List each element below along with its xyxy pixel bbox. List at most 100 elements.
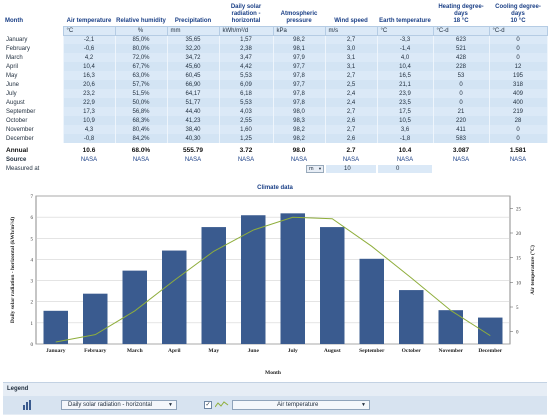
table-cell[interactable]: 34,72 [167,53,220,62]
table-cell[interactable]: 219 [489,107,548,116]
table-cell[interactable]: 53 [433,71,490,80]
table-cell[interactable]: 1,25 [219,134,274,143]
table-cell[interactable]: 3,47 [219,53,274,62]
table-cell[interactable]: 10,4 [377,62,434,71]
table-cell[interactable]: 3,1 [325,62,378,71]
table-cell[interactable]: 2,7 [325,107,378,116]
table-cell[interactable]: 98,2 [273,134,326,143]
table-cell[interactable]: 44,40 [167,107,220,116]
table-cell[interactable]: 67,7% [115,62,168,71]
table-cell[interactable]: 28 [489,116,548,125]
table-cell[interactable]: 97,7 [273,62,326,71]
table-cell[interactable]: 16,3 [63,71,116,80]
right-axis-series-checkbox[interactable]: ✓ [204,401,212,409]
table-cell[interactable]: 97,7 [273,80,326,89]
table-cell[interactable]: 4,3 [63,125,116,134]
table-cell[interactable]: 0 [489,53,548,62]
table-cell[interactable]: 6,18 [219,89,274,98]
table-cell[interactable]: 2,5 [325,80,378,89]
table-cell[interactable]: 2,38 [219,44,274,53]
table-cell[interactable]: 68,3% [115,116,168,125]
table-cell[interactable]: 1,57 [219,35,274,44]
table-cell[interactable]: 521 [433,44,490,53]
measured-unit-select[interactable]: m ▼ [306,164,324,173]
table-cell[interactable]: 41,23 [167,116,220,125]
bar-chart-icon[interactable] [23,400,33,410]
table-cell[interactable]: 318 [489,80,548,89]
table-cell[interactable]: 428 [433,53,490,62]
table-cell[interactable]: 0 [489,35,548,44]
table-cell[interactable]: 60,45 [167,71,220,80]
table-cell[interactable]: 2,7 [325,125,378,134]
table-cell[interactable]: 97,8 [273,98,326,107]
table-cell[interactable]: 32,20 [167,44,220,53]
table-cell[interactable]: 4,03 [219,107,274,116]
table-cell[interactable]: 583 [433,134,490,143]
table-cell[interactable]: 23,5 [377,98,434,107]
table-cell[interactable]: 2,7 [325,71,378,80]
table-cell[interactable]: 80,4% [115,125,168,134]
table-cell[interactable]: 1,60 [219,125,274,134]
table-cell[interactable]: 50,0% [115,98,168,107]
table-cell[interactable]: 195 [489,71,548,80]
table-cell[interactable]: 21,1 [377,80,434,89]
table-cell[interactable]: 10,5 [377,116,434,125]
table-cell[interactable]: 35,65 [167,35,220,44]
table-cell[interactable]: -1,8 [377,134,434,143]
table-cell[interactable]: 97,8 [273,71,326,80]
table-cell[interactable]: 3,0 [325,44,378,53]
table-cell[interactable]: 0 [489,134,548,143]
table-cell[interactable]: -3,3 [377,35,434,44]
table-cell[interactable]: -2,1 [63,35,116,44]
table-cell[interactable]: 4,0 [377,53,434,62]
table-cell[interactable]: 220 [433,116,490,125]
table-cell[interactable]: 3,1 [325,53,378,62]
table-cell[interactable]: -0,8 [63,134,116,143]
earth-measured-height-input[interactable]: 0 [378,164,432,173]
table-cell[interactable]: 0 [433,80,490,89]
table-cell[interactable]: 0 [433,89,490,98]
table-cell[interactable]: 0 [489,125,548,134]
table-cell[interactable]: 23,2 [63,89,116,98]
table-cell[interactable]: 2,7 [325,35,378,44]
table-cell[interactable]: 22,9 [63,98,116,107]
table-cell[interactable]: 4,42 [219,62,274,71]
table-cell[interactable]: 17,3 [63,107,116,116]
table-cell[interactable]: -0,6 [63,44,116,53]
table-cell[interactable]: 23,9 [377,89,434,98]
table-cell[interactable]: 2,55 [219,116,274,125]
table-cell[interactable]: 2,4 [325,98,378,107]
table-cell[interactable]: -1,4 [377,44,434,53]
table-cell[interactable]: 10,9 [63,116,116,125]
table-cell[interactable]: 38,40 [167,125,220,134]
table-cell[interactable]: 56,8% [115,107,168,116]
table-cell[interactable]: 45,60 [167,62,220,71]
line-chart-icon[interactable] [214,401,229,409]
table-cell[interactable]: 98,2 [273,35,326,44]
table-cell[interactable]: 84,2% [115,134,168,143]
table-cell[interactable]: 228 [433,62,490,71]
table-cell[interactable]: 411 [433,125,490,134]
table-cell[interactable]: 21 [433,107,490,116]
table-cell[interactable]: 5,53 [219,98,274,107]
table-cell[interactable]: 10,4 [63,62,116,71]
table-cell[interactable]: 97,8 [273,89,326,98]
table-cell[interactable]: 64,17 [167,89,220,98]
table-cell[interactable]: 4,2 [63,53,116,62]
table-cell[interactable]: 98,3 [273,116,326,125]
table-cell[interactable]: 2,6 [325,134,378,143]
table-cell[interactable]: 51,77 [167,98,220,107]
table-cell[interactable]: 0 [433,98,490,107]
table-cell[interactable]: 57,7% [115,80,168,89]
table-cell[interactable]: 623 [433,35,490,44]
table-cell[interactable]: 40,30 [167,134,220,143]
table-cell[interactable]: 85,0% [115,35,168,44]
table-cell[interactable]: 80,0% [115,44,168,53]
table-cell[interactable]: 6,09 [219,80,274,89]
table-cell[interactable]: 5,53 [219,71,274,80]
table-cell[interactable]: 2,4 [325,89,378,98]
table-cell[interactable]: 2,6 [325,116,378,125]
table-cell[interactable]: 400 [489,98,548,107]
table-cell[interactable]: 16,5 [377,71,434,80]
table-cell[interactable]: 98,0 [273,107,326,116]
